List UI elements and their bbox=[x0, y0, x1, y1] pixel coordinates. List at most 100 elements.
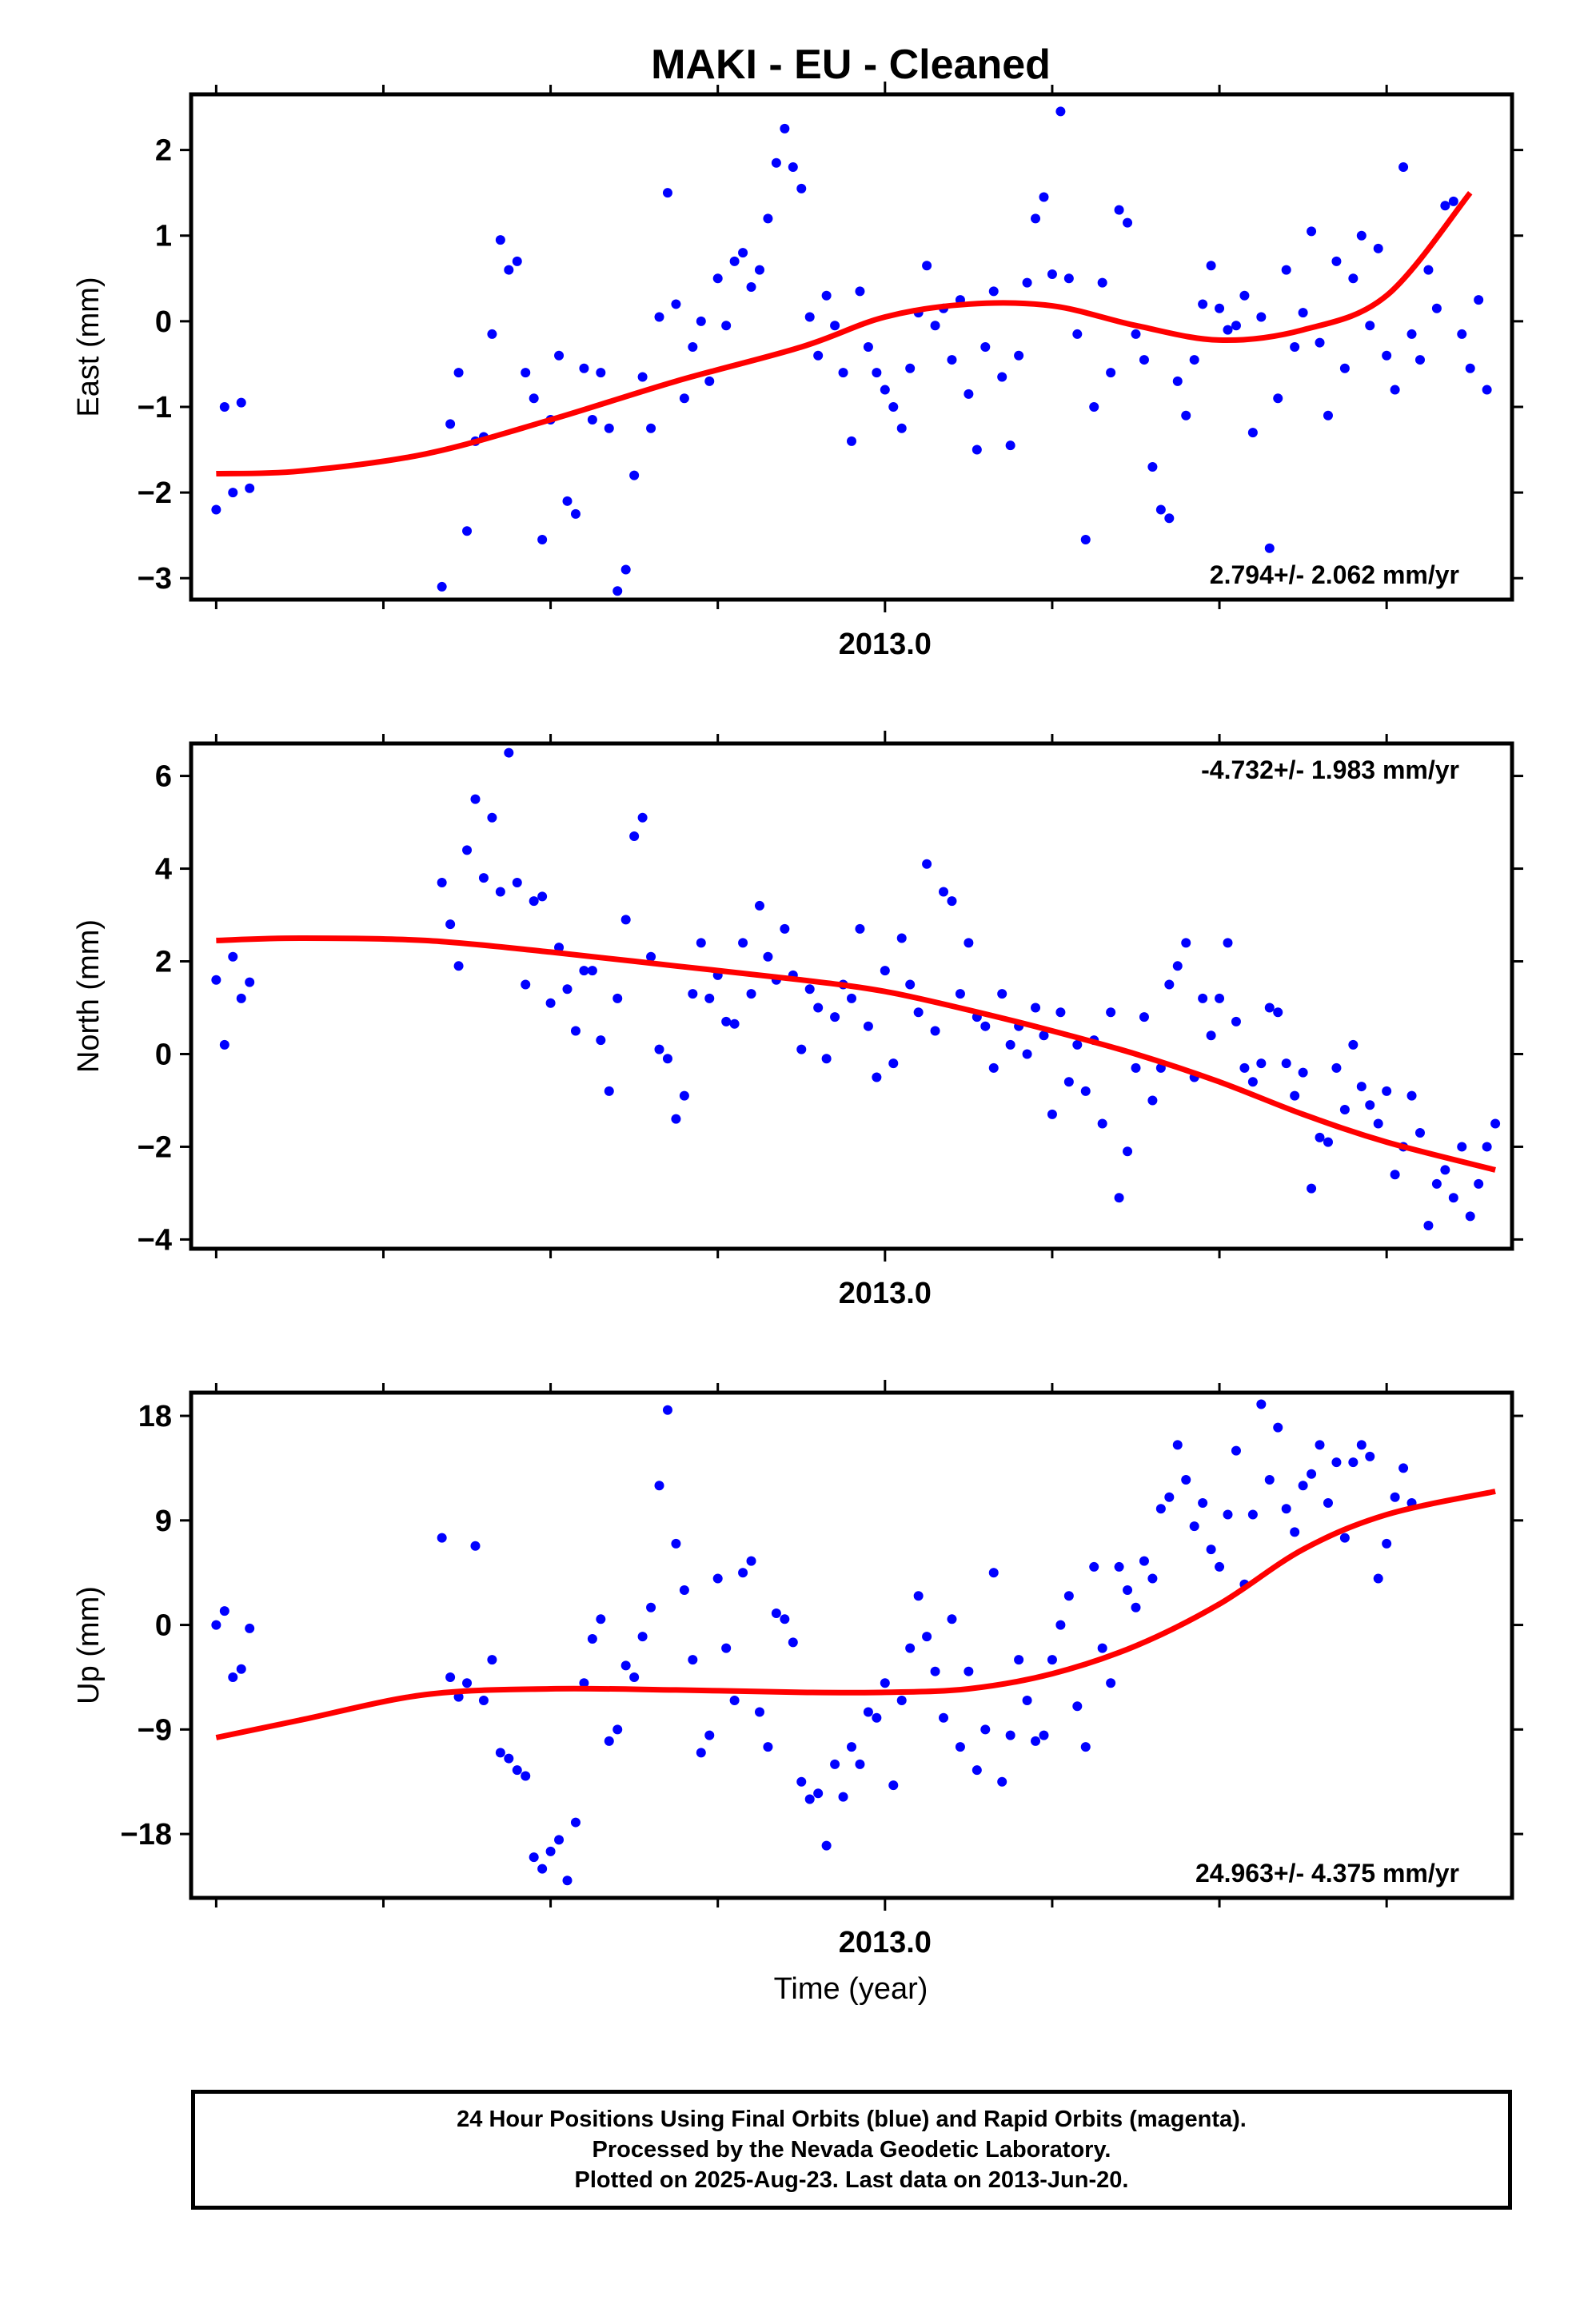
data-point bbox=[1147, 1573, 1158, 1584]
data-point bbox=[1181, 938, 1191, 948]
data-point bbox=[913, 1591, 924, 1601]
data-point bbox=[1131, 329, 1141, 339]
data-point bbox=[880, 966, 890, 976]
data-point bbox=[880, 385, 890, 395]
data-point bbox=[1323, 410, 1333, 421]
data-point bbox=[1339, 1533, 1350, 1543]
data-point bbox=[863, 1021, 873, 1031]
data-point bbox=[863, 1707, 873, 1717]
data-point bbox=[1457, 329, 1467, 339]
data-point bbox=[964, 1666, 974, 1676]
data-point bbox=[905, 363, 916, 373]
data-point bbox=[470, 1541, 481, 1551]
data-point bbox=[738, 938, 748, 948]
data-point bbox=[804, 312, 815, 322]
data-point bbox=[437, 1533, 447, 1543]
data-point bbox=[1047, 269, 1057, 279]
y-axis-label: Up (mm) bbox=[72, 1586, 106, 1704]
data-point bbox=[1323, 1137, 1333, 1147]
data-point bbox=[896, 423, 907, 433]
data-point bbox=[1273, 1007, 1283, 1018]
data-point bbox=[997, 372, 1007, 382]
data-point bbox=[872, 368, 882, 378]
data-point bbox=[671, 1538, 681, 1549]
data-point bbox=[721, 1643, 732, 1653]
data-point bbox=[1206, 1545, 1216, 1555]
data-point bbox=[228, 951, 238, 962]
data-point bbox=[487, 1655, 497, 1665]
data-point bbox=[1356, 230, 1367, 241]
data-point bbox=[1172, 1440, 1183, 1450]
data-point bbox=[1482, 0, 1492, 5]
x-tick-label: 2013.0 bbox=[839, 1926, 932, 1959]
data-point bbox=[1189, 355, 1199, 365]
data-point bbox=[1014, 1655, 1024, 1665]
data-point bbox=[788, 1637, 798, 1648]
data-point bbox=[997, 989, 1007, 999]
data-point bbox=[1474, 1178, 1484, 1189]
data-point bbox=[1215, 1561, 1225, 1572]
data-point bbox=[1440, 201, 1450, 211]
data-point bbox=[545, 998, 556, 1008]
data-point bbox=[922, 261, 932, 271]
data-point bbox=[529, 1852, 539, 1863]
data-point bbox=[219, 1039, 229, 1050]
data-point bbox=[679, 393, 689, 404]
data-point bbox=[1080, 535, 1091, 545]
data-point bbox=[1031, 1003, 1041, 1013]
data-point bbox=[1339, 1105, 1350, 1115]
footer-line-2: Processed by the Nevada Geodetic Laborat… bbox=[592, 2137, 1111, 2163]
data-point bbox=[1063, 1077, 1074, 1087]
data-point bbox=[453, 961, 464, 971]
data-point bbox=[445, 419, 456, 429]
data-point bbox=[1440, 0, 1450, 5]
data-point bbox=[1281, 265, 1291, 275]
data-point bbox=[521, 368, 531, 378]
data-point bbox=[704, 993, 715, 1003]
data-point bbox=[813, 350, 824, 361]
data-point bbox=[1247, 1509, 1258, 1520]
data-point bbox=[780, 923, 790, 934]
data-point bbox=[1005, 440, 1015, 451]
y-tick-label: 0 bbox=[155, 305, 172, 339]
data-point bbox=[228, 1672, 238, 1682]
data-point bbox=[1089, 1561, 1099, 1572]
y-tick-label: −4 bbox=[138, 1223, 172, 1257]
data-point bbox=[1382, 1538, 1392, 1549]
data-point bbox=[729, 1696, 740, 1706]
data-point bbox=[1382, 1086, 1392, 1096]
data-point bbox=[821, 290, 832, 301]
data-point bbox=[1474, 295, 1484, 305]
data-point bbox=[662, 1054, 672, 1064]
data-point bbox=[813, 1003, 824, 1013]
data-point bbox=[821, 1840, 832, 1851]
data-point bbox=[1348, 1457, 1359, 1468]
rate-label: -4.732+/- 1.983 mm/yr bbox=[1201, 755, 1459, 784]
data-point bbox=[1298, 308, 1308, 318]
data-point bbox=[796, 1044, 807, 1054]
data-point bbox=[738, 1568, 748, 1578]
data-point bbox=[1382, 350, 1392, 361]
data-point bbox=[1198, 1498, 1208, 1509]
data-point bbox=[1031, 1736, 1041, 1746]
data-point bbox=[453, 1692, 464, 1702]
x-tick-label: 2013.0 bbox=[839, 1277, 932, 1310]
data-point bbox=[487, 812, 497, 823]
data-point bbox=[1390, 1170, 1400, 1180]
data-point bbox=[671, 299, 681, 309]
data-point bbox=[1356, 1440, 1367, 1450]
data-point bbox=[1423, 265, 1434, 275]
y-tick-label: 0 bbox=[155, 1038, 172, 1071]
data-point bbox=[905, 979, 916, 990]
data-point bbox=[495, 235, 505, 245]
data-point bbox=[1123, 1585, 1133, 1595]
data-point bbox=[1039, 1730, 1049, 1740]
data-point bbox=[236, 397, 246, 408]
data-point bbox=[847, 993, 856, 1003]
data-point bbox=[947, 1614, 957, 1624]
data-point bbox=[529, 896, 539, 907]
fit-line bbox=[216, 935, 1496, 1173]
figure-title: MAKI - EU - Cleaned bbox=[651, 42, 1051, 88]
data-point bbox=[712, 1573, 723, 1584]
data-point bbox=[562, 1876, 573, 1886]
